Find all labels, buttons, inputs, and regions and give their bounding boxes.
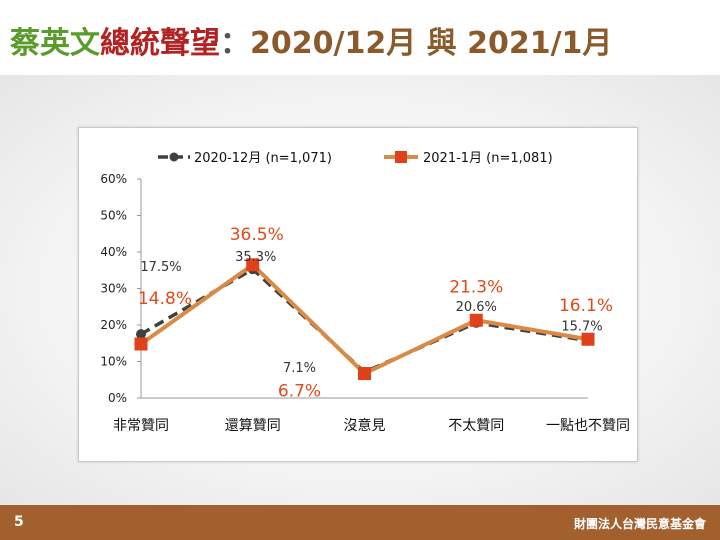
chart-panel [78, 127, 638, 462]
x-tick-label: 還算贊同 [225, 418, 281, 434]
series-2020-data-label: 7.1% [283, 361, 316, 376]
y-tick-label: 0% [108, 391, 127, 405]
series-2021-point [134, 337, 148, 351]
title-period-1: 2020/12月 [250, 26, 417, 61]
title-approval: 總統聲望 [100, 26, 220, 61]
legend-2021-swatch-marker [395, 151, 407, 163]
title-period-2: 2021/1月 [467, 26, 613, 61]
series-2021-data-label: 16.1% [559, 296, 613, 316]
legend-2020-swatch-marker [169, 152, 179, 162]
title-colon: ： [220, 26, 250, 61]
page-number: 5 [14, 514, 24, 530]
series-2021-data-label: 6.7% [278, 382, 321, 402]
y-tick-label: 40% [100, 245, 127, 259]
organization-name: 財團法人台灣民意基金會 [573, 517, 706, 531]
legend-2020-label: 2020-12月 (n=1,071) [194, 151, 332, 166]
series-2021-point [581, 332, 595, 346]
series-2021-data-label: 14.8% [138, 289, 192, 309]
x-tick-label: 不太贊同 [448, 418, 504, 434]
x-tick-label: 一點也不贊同 [546, 418, 630, 434]
x-tick-label: 沒意見 [344, 417, 386, 434]
series-2021-point [358, 367, 371, 381]
y-tick-label: 20% [100, 318, 127, 332]
series-2020-data-label: 20.6% [456, 300, 497, 315]
series-2020-data-label: 17.5% [140, 260, 181, 275]
series-2020-data-label: 35.3% [235, 250, 276, 265]
series-2021-line [139, 262, 589, 376]
series-2021-point [246, 258, 260, 272]
x-tick-label: 非常贊同 [113, 418, 169, 434]
series-2021-data-label: 36.5% [230, 225, 284, 245]
series-2021-point [469, 313, 483, 327]
legend-2021-label: 2021-1月 (n=1,081) [423, 151, 553, 166]
y-tick-label: 30% [100, 282, 127, 296]
slide-title: 蔡英文總統聲望：2020/12月 與 2021/1月 [10, 18, 612, 62]
y-tick-label: 60% [100, 172, 127, 186]
series-2020-data-label: 15.7% [561, 320, 602, 335]
title-president-name: 蔡英文 [10, 26, 100, 61]
series-2021-data-label: 21.3% [449, 277, 503, 297]
series-2020-line [140, 266, 589, 375]
title-and: 與 [416, 26, 468, 61]
y-tick-label: 50% [100, 209, 127, 223]
series-2020-point [136, 329, 146, 340]
footer-bar: 5 財團法人台灣民意基金會 [0, 505, 720, 540]
y-tick-label: 10% [100, 355, 127, 369]
